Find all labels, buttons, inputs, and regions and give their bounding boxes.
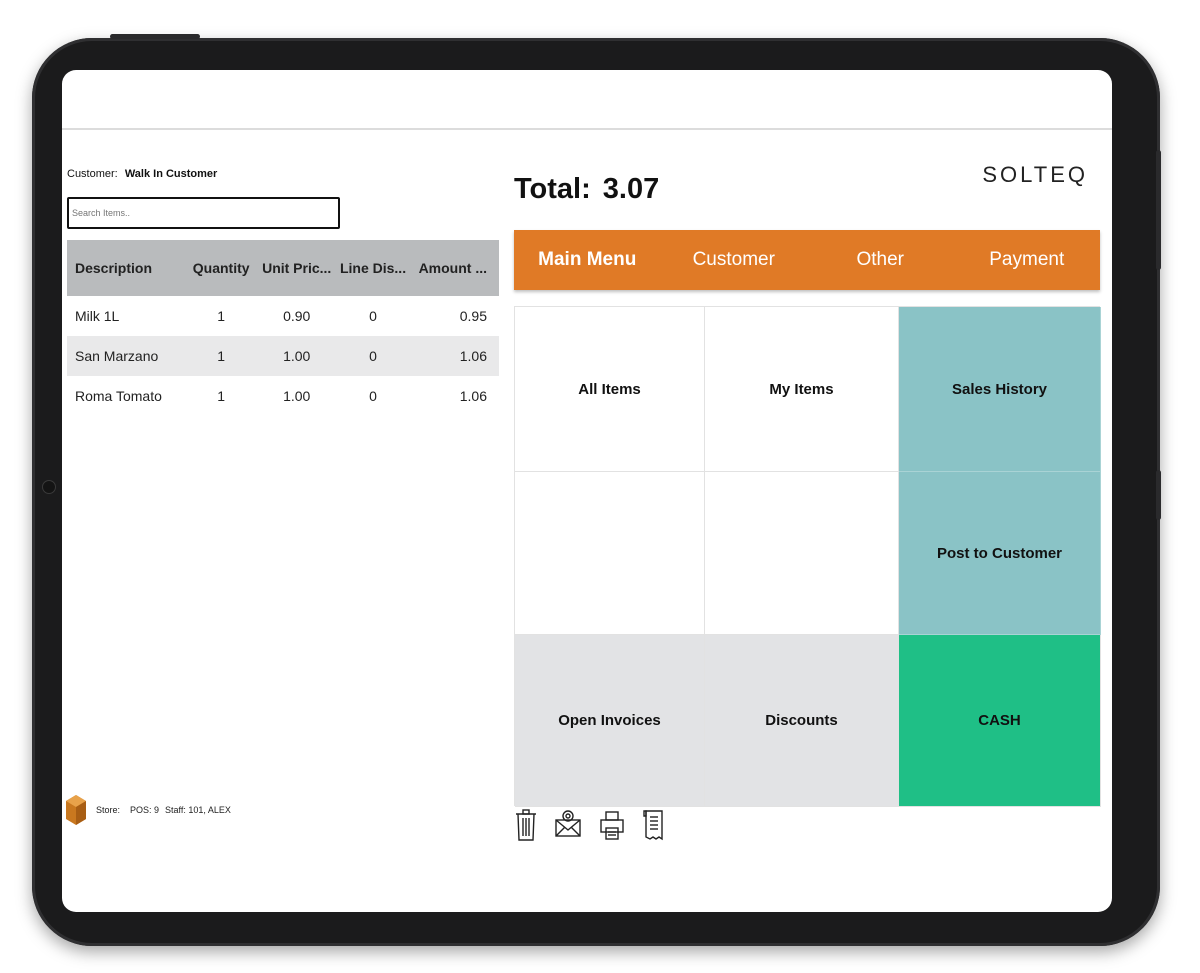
printer-icon[interactable]: [598, 808, 626, 842]
menu-tabs: Main Menu Customer Other Payment: [514, 230, 1100, 290]
column-quantity[interactable]: Quantity: [184, 240, 259, 296]
table-header-row: Description Quantity Unit Pric... Line D…: [67, 240, 499, 296]
mail-icon[interactable]: [554, 808, 582, 842]
cell-amount: 1.06: [410, 336, 499, 376]
column-line-discount[interactable]: Line Dis...: [335, 240, 411, 296]
cash-button[interactable]: CASH: [899, 635, 1101, 807]
cell-unit-price: 1.00: [283, 388, 311, 404]
cell-quantity: 1: [184, 336, 259, 376]
cell-quantity: 1: [217, 388, 226, 404]
tab-customer[interactable]: Customer: [692, 249, 775, 270]
items-table: Description Quantity Unit Pric... Line D…: [67, 240, 499, 416]
total-label: Total:: [514, 173, 591, 205]
table-row[interactable]: Milk 1L 1 0.90 0 0.95: [67, 296, 499, 336]
table-row[interactable]: San Marzano 1 1.00 0 1.06: [67, 336, 499, 376]
column-unit-price[interactable]: Unit Pric...: [258, 240, 336, 296]
table-row[interactable]: Roma Tomato 1 1.00 0 1.06: [67, 376, 499, 416]
tab-other[interactable]: Other: [856, 249, 905, 270]
column-amount[interactable]: Amount ...: [410, 240, 499, 296]
discounts-button[interactable]: Discounts: [705, 635, 899, 807]
cell-description: San Marzano: [67, 336, 185, 376]
post-to-customer-button[interactable]: Post to Customer: [899, 472, 1101, 635]
action-toolbar: [514, 808, 666, 842]
camera-icon: [42, 480, 56, 494]
open-invoices-button[interactable]: Open Invoices: [515, 635, 705, 807]
total-display: Total: 3.07: [514, 173, 659, 206]
cell-amount: 0.95: [459, 308, 487, 324]
staff-info: Staff: 101, ALEX: [165, 805, 231, 815]
store-label: Store:: [96, 805, 121, 815]
my-items-button[interactable]: My Items: [705, 307, 899, 472]
receipt-icon[interactable]: [642, 808, 666, 842]
top-divider: [62, 128, 1112, 130]
cell-amount: 1.06: [459, 388, 487, 404]
total-value: 3.07: [602, 173, 660, 205]
cell-line-discount: 0: [335, 336, 411, 376]
empty-tile: [705, 472, 899, 635]
cell-line-discount: 0: [369, 308, 377, 324]
customer-name[interactable]: Walk In Customer: [124, 168, 218, 180]
volume-button: [1156, 150, 1161, 270]
trash-icon[interactable]: [514, 808, 538, 842]
status-footer: Store: POS: 9 Staff: 101, ALEX: [66, 794, 231, 826]
pos-screen: Customer: Walk In Customer Description Q…: [62, 70, 1112, 912]
tab-payment[interactable]: Payment: [989, 249, 1065, 270]
tab-main-menu[interactable]: Main Menu: [538, 249, 637, 270]
search-input[interactable]: [67, 197, 340, 229]
customer-label: Customer:: [67, 168, 118, 180]
cell-unit-price: 0.90: [283, 308, 311, 324]
side-button: [1156, 470, 1161, 520]
cell-description: Roma Tomato: [75, 388, 162, 404]
store-box-icon: [66, 795, 86, 825]
empty-tile: [515, 472, 705, 635]
cell-quantity: 1: [217, 308, 226, 324]
customer-info: Customer: Walk In Customer: [67, 168, 217, 180]
pos-number: POS: 9: [130, 805, 160, 815]
sales-history-button[interactable]: Sales History: [899, 307, 1101, 472]
brand-logo: SOLTEQ: [982, 162, 1088, 187]
column-description[interactable]: Description: [67, 240, 185, 296]
all-items-button[interactable]: All Items: [515, 307, 705, 472]
cell-description: Milk 1L: [75, 308, 120, 324]
menu-grid: All Items My Items Sales History Post to…: [514, 306, 1101, 807]
cell-line-discount: 0: [369, 388, 377, 404]
cell-unit-price: 1.00: [258, 336, 336, 376]
